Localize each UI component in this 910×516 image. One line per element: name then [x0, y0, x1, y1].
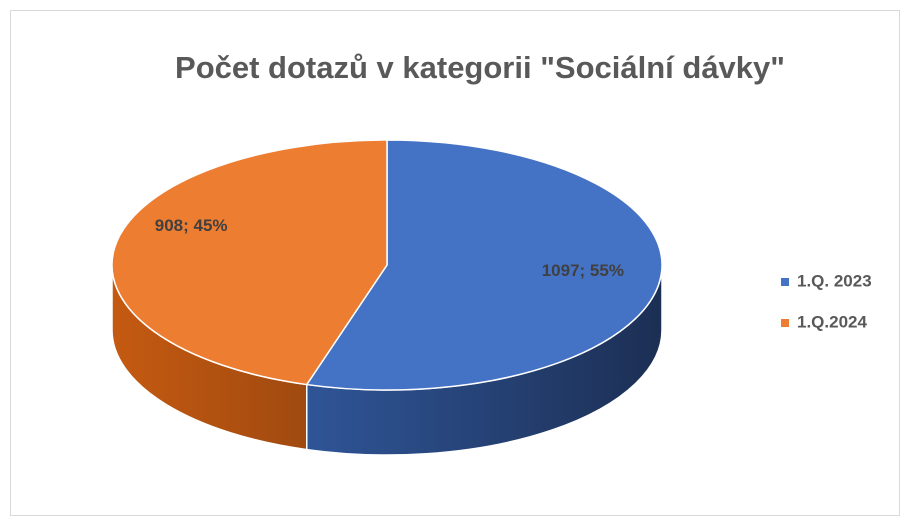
- pie-slice: [111, 139, 388, 451]
- legend-swatch: [781, 319, 789, 327]
- data-label: 1097; 55%: [542, 261, 624, 280]
- data-label: 908; 45%: [155, 216, 228, 235]
- legend-label: 1.Q. 2023: [797, 271, 872, 290]
- slice-top: [111, 139, 388, 386]
- legend-label: 1.Q.2024: [797, 312, 867, 331]
- slice-top: [305, 139, 663, 391]
- chart-title: Počet dotazů v kategorii "Sociální dávky…: [175, 50, 785, 85]
- legend-swatch: [781, 278, 789, 286]
